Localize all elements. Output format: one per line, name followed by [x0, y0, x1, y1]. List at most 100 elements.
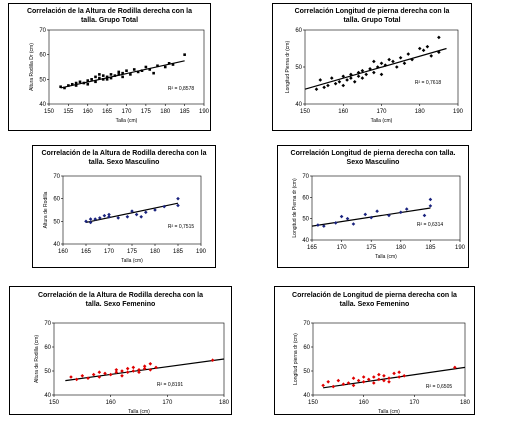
x-tick-label: 180 [460, 400, 471, 406]
data-point [395, 65, 399, 69]
chart-panel-2: Correlación Longitud de pierna derecha c… [272, 3, 472, 131]
data-point [318, 78, 323, 82]
data-point [144, 65, 148, 69]
data-point [113, 74, 117, 77]
data-point [351, 222, 356, 226]
data-point [171, 63, 175, 66]
data-point [372, 59, 376, 64]
x-tick-label: 160 [338, 109, 349, 115]
x-tick-label: 165 [307, 245, 318, 251]
data-point [410, 57, 414, 62]
chart-panel-6: Correlación de Longitud de pierna derech… [274, 286, 475, 415]
data-point [437, 35, 441, 40]
data-point [97, 370, 102, 374]
data-point [356, 378, 361, 383]
data-point [363, 212, 368, 217]
data-point [90, 78, 93, 81]
x-axis-label: Talla (cm) [128, 409, 150, 415]
y-tick-label: 40 [302, 238, 309, 244]
x-tick-label: 170 [337, 245, 348, 251]
data-point [67, 84, 70, 87]
data-point [453, 365, 457, 370]
data-point [97, 375, 102, 379]
x-tick-label: 185 [173, 249, 184, 255]
x-tick-label: 175 [127, 249, 138, 255]
data-point [121, 75, 124, 79]
data-point [153, 208, 157, 212]
data-point [131, 365, 136, 370]
data-point [78, 80, 82, 84]
data-point [148, 68, 152, 71]
chart-panel-4: Correlación Longitud de pierna derecha c… [277, 145, 469, 268]
y-tick-label: 70 [53, 174, 60, 180]
data-point [314, 87, 319, 91]
chart-title-line: talla. Grupo Total [81, 17, 138, 24]
x-axis-label: Talla (cm) [378, 409, 400, 415]
chart-title-line: talla. Sexo Masculino [89, 159, 160, 166]
x-tick-label: 165 [81, 249, 92, 255]
data-point [428, 197, 433, 202]
r-squared-label: R² = 0,8578 [168, 86, 194, 92]
y-tick-label: 60 [302, 195, 309, 201]
y-tick-label: 70 [303, 321, 310, 327]
data-point [360, 76, 365, 80]
data-point [140, 69, 144, 72]
data-point [329, 76, 334, 80]
data-point [341, 83, 346, 88]
x-tick-label: 185 [180, 109, 191, 115]
x-tick-label: 185 [425, 245, 436, 251]
data-point [74, 377, 79, 382]
y-axis-label: Altura de Rodilla (cm) [34, 335, 40, 383]
data-point [131, 369, 136, 373]
data-point [98, 76, 101, 80]
r-squared-label: R² = 0,7515 [168, 224, 194, 230]
data-point [108, 372, 113, 377]
chart-title-line: Correlación de Longitud de pierna derech… [292, 292, 457, 299]
y-axis-label: Altura de Rodilla [43, 191, 49, 228]
plot-area [312, 322, 466, 396]
data-point [63, 86, 66, 90]
chart-6-svg: Correlación de Longitud de pierna derech… [292, 292, 471, 415]
x-tick-label: 155 [63, 109, 74, 115]
y-tick-label: 50 [44, 369, 51, 375]
x-tick-label: 150 [44, 109, 55, 115]
data-point [391, 59, 395, 64]
chart-5-svg: Correlación de la Altura de Rodilla dere… [34, 292, 230, 415]
data-point [69, 375, 73, 379]
data-point [152, 71, 155, 75]
y-tick-label: 50 [39, 77, 46, 83]
data-point [321, 383, 325, 388]
y-tick-label: 40 [295, 102, 302, 108]
data-point [116, 216, 120, 220]
x-tick-label: 190 [455, 245, 466, 251]
plot-area [311, 175, 461, 241]
data-point [139, 215, 143, 219]
x-tick-label: 150 [300, 109, 311, 115]
data-point [352, 80, 357, 84]
data-point [129, 73, 132, 76]
data-point [134, 212, 139, 217]
chart-panel-1: Correlación de la Altura de Rodilla dere… [8, 3, 211, 131]
data-point [117, 73, 121, 76]
data-point [331, 384, 336, 389]
data-point [382, 374, 386, 378]
x-tick-label: 175 [141, 109, 152, 115]
chart-title-line: Correlación de la Altura de Rodilla dere… [41, 150, 206, 157]
chart-4-svg: Correlación Longitud de pierna derecha c… [291, 150, 466, 260]
data-point [337, 80, 342, 84]
chart-title-line: Correlación de la Altura de Rodilla dere… [38, 292, 203, 299]
chart-title-line: Correlación Longitud de pierna derecha c… [291, 150, 456, 157]
data-point [125, 215, 130, 219]
data-point [176, 196, 180, 201]
data-point [80, 374, 85, 378]
data-point [399, 210, 403, 215]
x-tick-label: 190 [196, 249, 207, 255]
data-point [397, 370, 401, 374]
data-point [387, 57, 391, 62]
y-axis-label: Altura Rodilla Dr (cm) [29, 43, 35, 91]
r-squared-label: R² = 0,6314 [417, 222, 443, 228]
y-tick-label: 50 [302, 217, 309, 223]
y-tick-label: 60 [303, 345, 310, 351]
x-tick-label: 170 [376, 109, 387, 115]
data-point [101, 74, 105, 77]
